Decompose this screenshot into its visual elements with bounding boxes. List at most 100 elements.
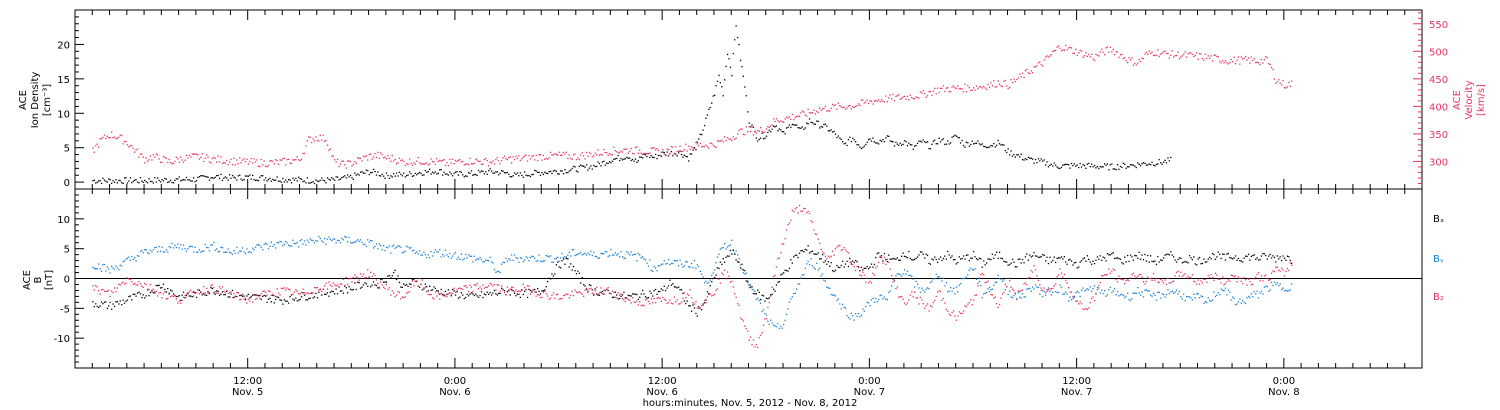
series-bx-point [276,296,278,298]
series-by-point [557,256,559,258]
velocity-series-point [123,141,126,143]
velocity-series-point [558,151,560,153]
density-series-point [159,181,162,183]
series-bz-point [227,292,229,294]
series-bz-point [891,275,893,277]
series-bz-point [136,284,139,286]
series-bx-point [122,299,124,301]
series-bx-point [331,290,333,292]
series-bz-point [1080,303,1083,305]
velocity-series-point [427,164,429,166]
series-by-point [501,263,503,265]
series-by-point [325,243,327,245]
series-by-point [977,282,979,285]
series-by-point [1145,289,1147,291]
series-bz-point [463,285,465,287]
series-bz-point [198,293,201,295]
density-series-point [157,177,159,179]
series-bz-point [593,293,595,295]
series-bx-point [1157,255,1159,258]
series-bx-point [181,294,183,296]
velocity-series-point [1029,72,1031,75]
velocity-series-point [204,157,206,159]
series-by-point [498,270,500,272]
density-series-point [1020,153,1022,155]
density-series-point [488,170,490,172]
series-by-point [335,242,337,244]
series-bx-point [305,299,307,301]
x-tick-date: Nov. 7 [854,387,885,398]
series-bz-point [141,285,143,287]
series-by-point [1039,293,1041,295]
series-bz-point [303,291,306,294]
series-by-point [760,302,762,304]
density-series-point [513,172,516,174]
velocity-series-point [606,152,608,154]
density-series-point [204,175,206,178]
velocity-series-point [588,151,591,154]
velocity-series-point [411,164,414,166]
velocity-series-point [531,155,533,158]
series-bx-point [263,294,265,297]
series-by-point [997,274,999,276]
series-by-point [847,316,850,319]
density-series-point [738,43,740,46]
series-bz-point [505,294,507,296]
series-by-point [636,260,638,262]
series-bx-point [986,262,988,264]
series-by-point [354,241,356,243]
series-bx-point [321,294,323,296]
velocity-series-point [886,101,888,103]
density-series-point [148,178,150,180]
series-by-point [177,243,179,245]
series-by-point [1203,302,1205,304]
velocity-series-point [538,153,540,156]
series-by-point [336,239,339,242]
velocity-series-point [688,145,690,147]
series-bz-point [620,293,622,295]
velocity-series-point [345,167,347,169]
series-bx-point [1285,259,1287,261]
series-bx-point [926,254,929,257]
series-bz-point [1145,280,1147,283]
velocity-series-point [857,103,860,105]
series-bz-point [1095,293,1097,295]
density-series-point [218,177,221,180]
series-by-point [591,254,593,257]
series-bx-point [535,291,537,293]
density-series-point [739,59,742,62]
density-series-point [693,147,696,149]
velocity-series-point [590,152,592,155]
series-bz-point [935,295,937,298]
velocity-series-point [570,157,572,159]
series-bz-point [833,254,835,256]
series-bx-point [941,259,943,262]
series-bx-point [712,277,714,280]
series-bz-point [1037,279,1040,282]
series-bx-point [647,297,650,299]
series-by-point [383,244,385,247]
velocity-series-point [986,88,988,91]
series-bz-point [283,287,285,289]
series-bx-point [541,290,543,292]
series-bz-point [116,287,118,289]
density-series-point [701,133,703,136]
series-bz-point [955,319,957,321]
velocity-series-point [1229,61,1231,64]
series-bz-point [603,289,605,291]
density-series-point [552,170,555,172]
series-bz-point [157,295,159,297]
density-series-point [1137,162,1139,164]
series-bx-point [800,250,802,252]
density-series-point [292,177,294,179]
series-bz-point [785,229,788,231]
velocity-series-point [404,164,406,166]
density-series-point [1089,166,1091,168]
velocity-series-point [263,160,265,162]
velocity-series-point [806,115,808,117]
series-by-point [322,241,324,243]
series-by-point [358,240,360,242]
series-by-point [642,256,644,258]
series-bz-point [237,292,239,294]
series-by-point [565,256,567,258]
